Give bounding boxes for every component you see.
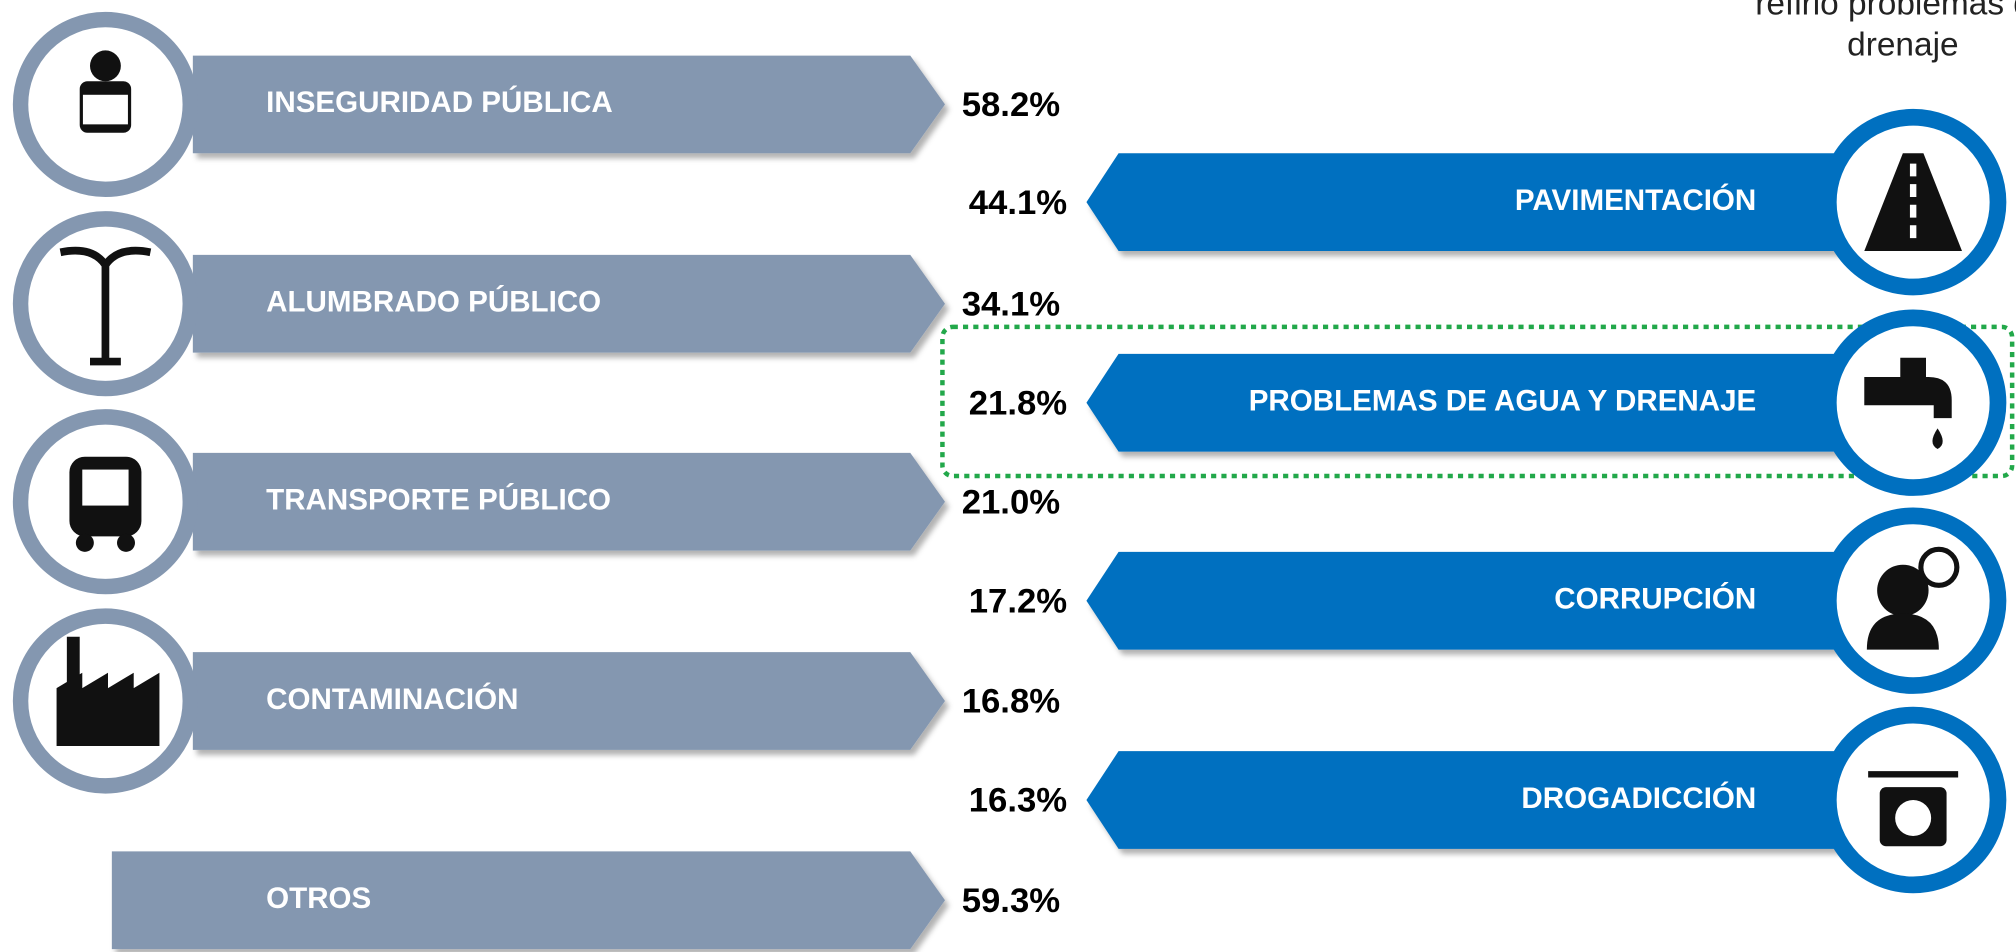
banner [192,254,945,353]
icon [1866,613,1939,650]
icon [82,469,129,506]
banner [111,851,946,950]
highlight-box [940,324,2015,479]
item-label: DROGADICCIÓN [1521,781,1756,815]
icon [117,533,135,552]
item-value: 44.1% [969,184,1067,222]
banner [1086,551,1865,650]
item-label: OTROS [266,882,371,915]
item-value: 21.8% [969,384,1067,422]
item-label: CONTAMINACIÓN [266,682,518,716]
icon [1864,357,1952,419]
item-label: PAVIMENTACIÓN [1515,183,1756,217]
item-label: PROBLEMAS DE AGUA Y DRENAJE [1249,385,1757,418]
item-value: 34.1% [962,285,1060,323]
annotation: refirió problemas de [1755,0,2016,22]
icon [81,93,130,126]
banner [192,55,945,154]
item-label: TRANSPORTE PÚBLICO [266,483,611,517]
icon [90,50,121,82]
banner [192,452,945,551]
icon [75,533,94,552]
icon [56,636,160,746]
icon [1918,546,1960,588]
annotation: drenaje [1847,26,1958,63]
icon [1877,564,1929,617]
icon [59,246,152,366]
item-value: 17.2% [969,582,1067,620]
icon [1932,428,1943,449]
item-value: 59.3% [962,882,1060,920]
banner [1086,353,1865,452]
item-value: 16.8% [962,683,1060,721]
banner [192,652,945,750]
item-value: 21.0% [962,483,1060,521]
banner [1086,153,1865,251]
item-value: 16.3% [969,782,1067,820]
item-label: CORRUPCIÓN [1554,582,1756,616]
item-label: ALUMBRADO PÚBLICO [266,285,601,319]
icon [1895,800,1932,836]
items: INSEGURIDAD PÚBLICA 58.2% ALUMBRADO PÚBLIC… [12,11,2007,950]
item-label: INSEGURIDAD PÚBLICA [266,85,613,119]
icon [1864,153,1962,251]
item-value: 58.2% [962,86,1060,124]
banner [1086,751,1865,849]
